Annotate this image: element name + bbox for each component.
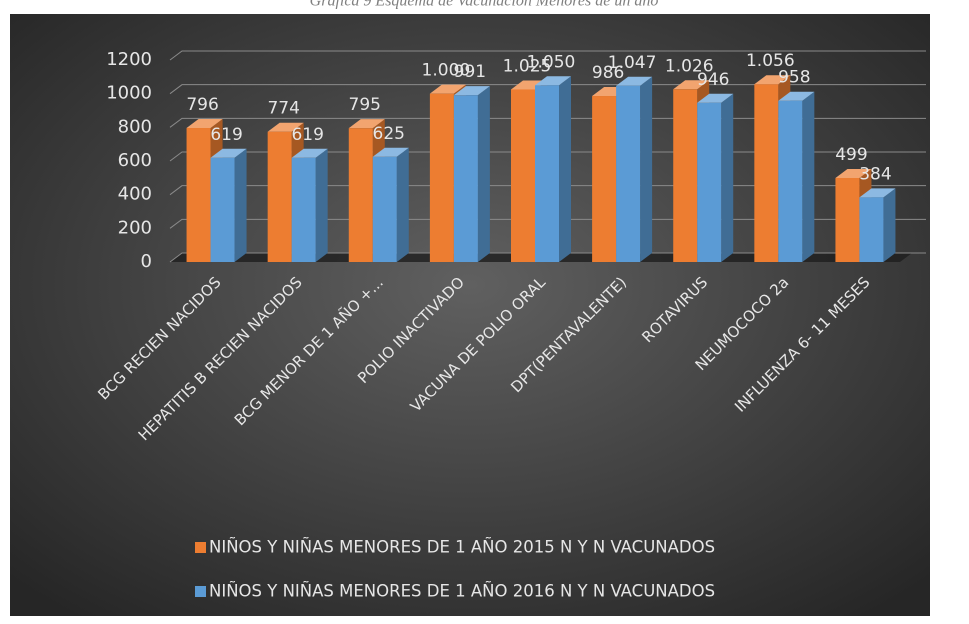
bar <box>859 197 884 262</box>
y-tick-label: 0 <box>141 251 152 272</box>
data-label: 499 <box>835 145 867 165</box>
bar-top <box>673 80 710 90</box>
data-label: 991 <box>454 62 486 82</box>
chart-title: Gráfica 9 Esquema de Vacunación Menores … <box>310 0 659 10</box>
bar <box>754 84 779 263</box>
bar-side <box>396 147 409 262</box>
bar-side <box>640 76 653 262</box>
bar-top <box>210 148 247 158</box>
bar-side <box>315 148 328 262</box>
bar <box>429 93 454 263</box>
legend-label: NIÑOS Y NIÑAS MENORES DE 1 AÑO 2015 N Y … <box>209 538 715 557</box>
bar-side <box>559 76 571 262</box>
legend-swatch <box>195 586 206 597</box>
y-tick-label: 400 <box>118 184 152 205</box>
y-tick-label: 1000 <box>106 83 152 104</box>
bar <box>535 85 559 262</box>
grid-line <box>169 50 926 61</box>
data-label: 1.050 <box>527 52 576 72</box>
bar <box>592 96 617 262</box>
bar-top <box>697 93 734 103</box>
bar-side <box>234 148 247 262</box>
bar <box>186 128 211 262</box>
bar <box>291 157 316 262</box>
data-label: 1.026 <box>665 56 714 76</box>
bar-top <box>291 148 328 158</box>
bar <box>210 157 235 262</box>
bar-top <box>348 119 385 129</box>
bar-top <box>429 84 466 94</box>
bar-top <box>859 188 896 198</box>
data-label: 1.056 <box>746 51 795 71</box>
data-label: 384 <box>859 164 891 184</box>
data-label: 619 <box>291 125 323 145</box>
data-label: 1.025 <box>503 56 552 76</box>
bar-top <box>267 122 304 132</box>
bar <box>616 85 641 262</box>
bar-side <box>883 188 896 262</box>
data-label: 1.000 <box>422 61 471 81</box>
bar-top <box>616 76 653 86</box>
data-label: 1.047 <box>608 53 657 73</box>
bar <box>511 89 535 262</box>
bar <box>267 131 292 262</box>
bar <box>673 89 698 262</box>
bar-side <box>477 86 490 262</box>
bar <box>697 102 722 262</box>
bar-top <box>754 75 791 85</box>
bar <box>372 156 397 262</box>
y-tick-label: 200 <box>118 217 152 238</box>
bar-top <box>835 169 872 179</box>
bar-top <box>535 76 571 86</box>
data-label: 796 <box>186 95 218 115</box>
data-label: 619 <box>210 125 242 145</box>
y-tick-label: 600 <box>118 150 152 171</box>
bar-top <box>372 147 409 157</box>
data-label: 625 <box>373 124 405 144</box>
bar-top <box>778 91 815 101</box>
data-label: 986 <box>592 63 624 83</box>
bar-top <box>186 119 223 129</box>
bar-top <box>453 86 490 96</box>
data-label: 958 <box>778 68 810 88</box>
y-tick-label: 800 <box>118 116 152 137</box>
data-label: 795 <box>349 95 381 115</box>
legend-label: NIÑOS Y NIÑAS MENORES DE 1 AÑO 2016 N Y … <box>209 582 715 601</box>
grid-line <box>169 84 926 95</box>
data-label: 774 <box>267 99 299 119</box>
y-tick-label: 1200 <box>106 49 152 70</box>
bar <box>453 95 478 262</box>
bar-side <box>802 91 815 262</box>
bar-side <box>721 93 734 262</box>
bar <box>348 128 373 262</box>
data-label: 946 <box>697 70 729 90</box>
bar <box>835 178 860 262</box>
legend-swatch <box>195 542 206 553</box>
bar <box>778 100 803 262</box>
